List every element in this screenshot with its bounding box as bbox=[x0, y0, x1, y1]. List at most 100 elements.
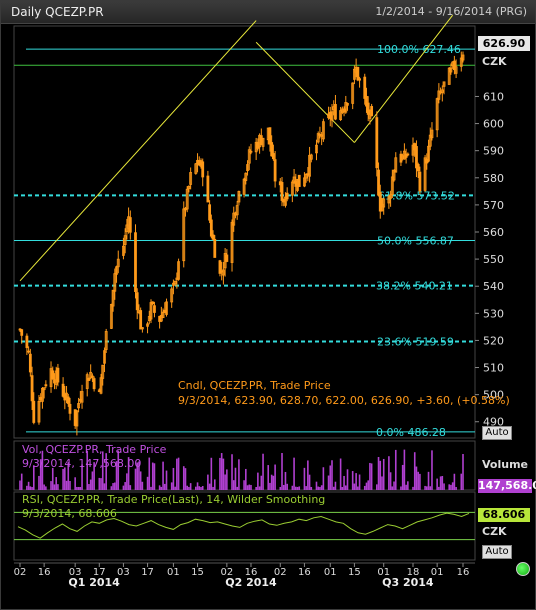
volume-bar-154 bbox=[391, 486, 394, 490]
rsi-legend-values: 9/3/2014, 68.606 bbox=[22, 507, 117, 520]
volume-bar-103 bbox=[269, 482, 271, 490]
y-tick-label-11: 600 bbox=[483, 118, 504, 131]
volume-bar-85 bbox=[224, 474, 226, 490]
volume-bar-31 bbox=[93, 462, 95, 490]
volume-bar-94 bbox=[246, 485, 249, 490]
price-auto-button[interactable]: Auto bbox=[482, 426, 512, 440]
trendline-1 bbox=[255, 41, 355, 143]
candle-body-110 bbox=[284, 196, 287, 206]
candle-body-167 bbox=[423, 157, 427, 191]
candle-body-118 bbox=[304, 173, 308, 179]
candle-body-69 bbox=[185, 188, 189, 210]
y-tick-label-6: 550 bbox=[483, 253, 504, 266]
volume-bar-89 bbox=[234, 467, 237, 490]
volume-bar-108 bbox=[281, 453, 283, 490]
volume-bar-153 bbox=[389, 472, 392, 490]
volume-bar-140 bbox=[357, 486, 359, 490]
x-tick-label-13: 15 bbox=[348, 567, 361, 578]
volume-bar-3 bbox=[27, 481, 30, 490]
volume-bar-80 bbox=[212, 486, 214, 490]
x-tick-label-17: 16 bbox=[457, 567, 470, 578]
candle-body-164 bbox=[415, 146, 418, 169]
candle-body-48 bbox=[135, 292, 139, 311]
candle-body-123 bbox=[316, 133, 320, 143]
y-tick-label-7: 560 bbox=[483, 226, 504, 239]
candle-body-35 bbox=[103, 350, 106, 364]
volume-bar-129 bbox=[331, 460, 333, 490]
volume-bar-81 bbox=[213, 479, 216, 490]
candle-body-20 bbox=[66, 396, 70, 404]
candle-body-33 bbox=[99, 377, 103, 394]
volume-bar-5 bbox=[31, 486, 33, 490]
candle-body-41 bbox=[116, 258, 120, 268]
fib-label-1: 61.8% 573.52 bbox=[378, 189, 455, 202]
candle-body-9 bbox=[41, 388, 44, 402]
candle-body-24 bbox=[77, 403, 81, 409]
fib-label-4: 23.6% 519.59 bbox=[377, 336, 454, 349]
volume-bar-152 bbox=[388, 456, 390, 490]
volume-bar-19 bbox=[65, 480, 68, 490]
volume-bar-169 bbox=[427, 471, 430, 490]
candle-body-4 bbox=[28, 353, 32, 373]
volume-bar-28 bbox=[88, 484, 90, 490]
volume-bar-137 bbox=[351, 471, 354, 490]
rsi-last-label: 68.606 bbox=[478, 508, 530, 522]
volume-bar-122 bbox=[315, 481, 318, 490]
candle-body-27 bbox=[85, 374, 89, 389]
volume-legend-title: Vol, QCEZP.PR, Trade Price bbox=[22, 443, 167, 456]
candle-body-101 bbox=[261, 137, 265, 147]
y-tick-label-8: 570 bbox=[483, 199, 504, 212]
candle-legend-values: 9/3/2014, 623.90, 628.70, 622.00, 626.90… bbox=[178, 394, 510, 407]
candle-body-42 bbox=[122, 245, 125, 256]
candle-body-181 bbox=[454, 66, 458, 74]
candle-body-28 bbox=[87, 378, 91, 381]
candle-body-80 bbox=[211, 234, 215, 240]
volume-bar-12 bbox=[50, 481, 52, 490]
volume-bar-72 bbox=[195, 486, 197, 490]
volume-bar-4 bbox=[29, 486, 32, 490]
candle-body-140 bbox=[356, 66, 360, 81]
x-tick-label-0: 02 bbox=[14, 567, 27, 578]
volume-bar-57 bbox=[158, 485, 161, 490]
candle-body-170 bbox=[428, 134, 432, 147]
volume-bar-150 bbox=[381, 476, 383, 490]
candle-body-120 bbox=[308, 154, 311, 177]
volume-bar-25 bbox=[79, 486, 82, 490]
price-currency-label: CZK bbox=[482, 55, 507, 68]
candle-body-39 bbox=[113, 273, 117, 292]
candle-body-59 bbox=[161, 311, 165, 319]
volume-bar-27 bbox=[86, 450, 89, 490]
rsi-auto-button[interactable]: Auto bbox=[482, 545, 512, 559]
candle-body-2 bbox=[25, 335, 29, 349]
volume-bar-26 bbox=[81, 464, 83, 490]
volume-bar-132 bbox=[339, 458, 342, 490]
candle-body-183 bbox=[461, 54, 465, 61]
volume-bar-34 bbox=[101, 451, 104, 490]
quarter-label-0: Q1 2014 bbox=[68, 576, 120, 589]
trendline-0 bbox=[19, 20, 257, 282]
volume-bar-176 bbox=[443, 483, 445, 490]
volume-bar-167 bbox=[424, 485, 426, 490]
volume-bar-7 bbox=[38, 475, 40, 490]
candle-body-138 bbox=[353, 68, 356, 80]
last-price-label: 626.90 bbox=[478, 36, 530, 51]
candle-body-10 bbox=[42, 387, 46, 391]
volume-bar-109 bbox=[282, 484, 285, 490]
volume-bar-121 bbox=[310, 486, 313, 490]
volume-bar-83 bbox=[220, 453, 223, 490]
candle-body-111 bbox=[285, 192, 289, 200]
candle-body-105 bbox=[271, 153, 275, 160]
candle-body-113 bbox=[292, 176, 296, 184]
candle-body-17 bbox=[61, 383, 65, 397]
candle-body-30 bbox=[90, 375, 94, 378]
candle-body-150 bbox=[380, 203, 384, 212]
volume-bar-18 bbox=[64, 467, 66, 490]
volume-bar-162 bbox=[412, 486, 414, 490]
volume-bar-177 bbox=[448, 484, 451, 490]
quarter-label-1: Q2 2014 bbox=[225, 576, 277, 589]
x-tick-label-7: 15 bbox=[191, 567, 204, 578]
rsi-panel bbox=[14, 511, 475, 541]
volume-bar-181 bbox=[455, 486, 457, 490]
volume-bar-158 bbox=[401, 464, 404, 490]
